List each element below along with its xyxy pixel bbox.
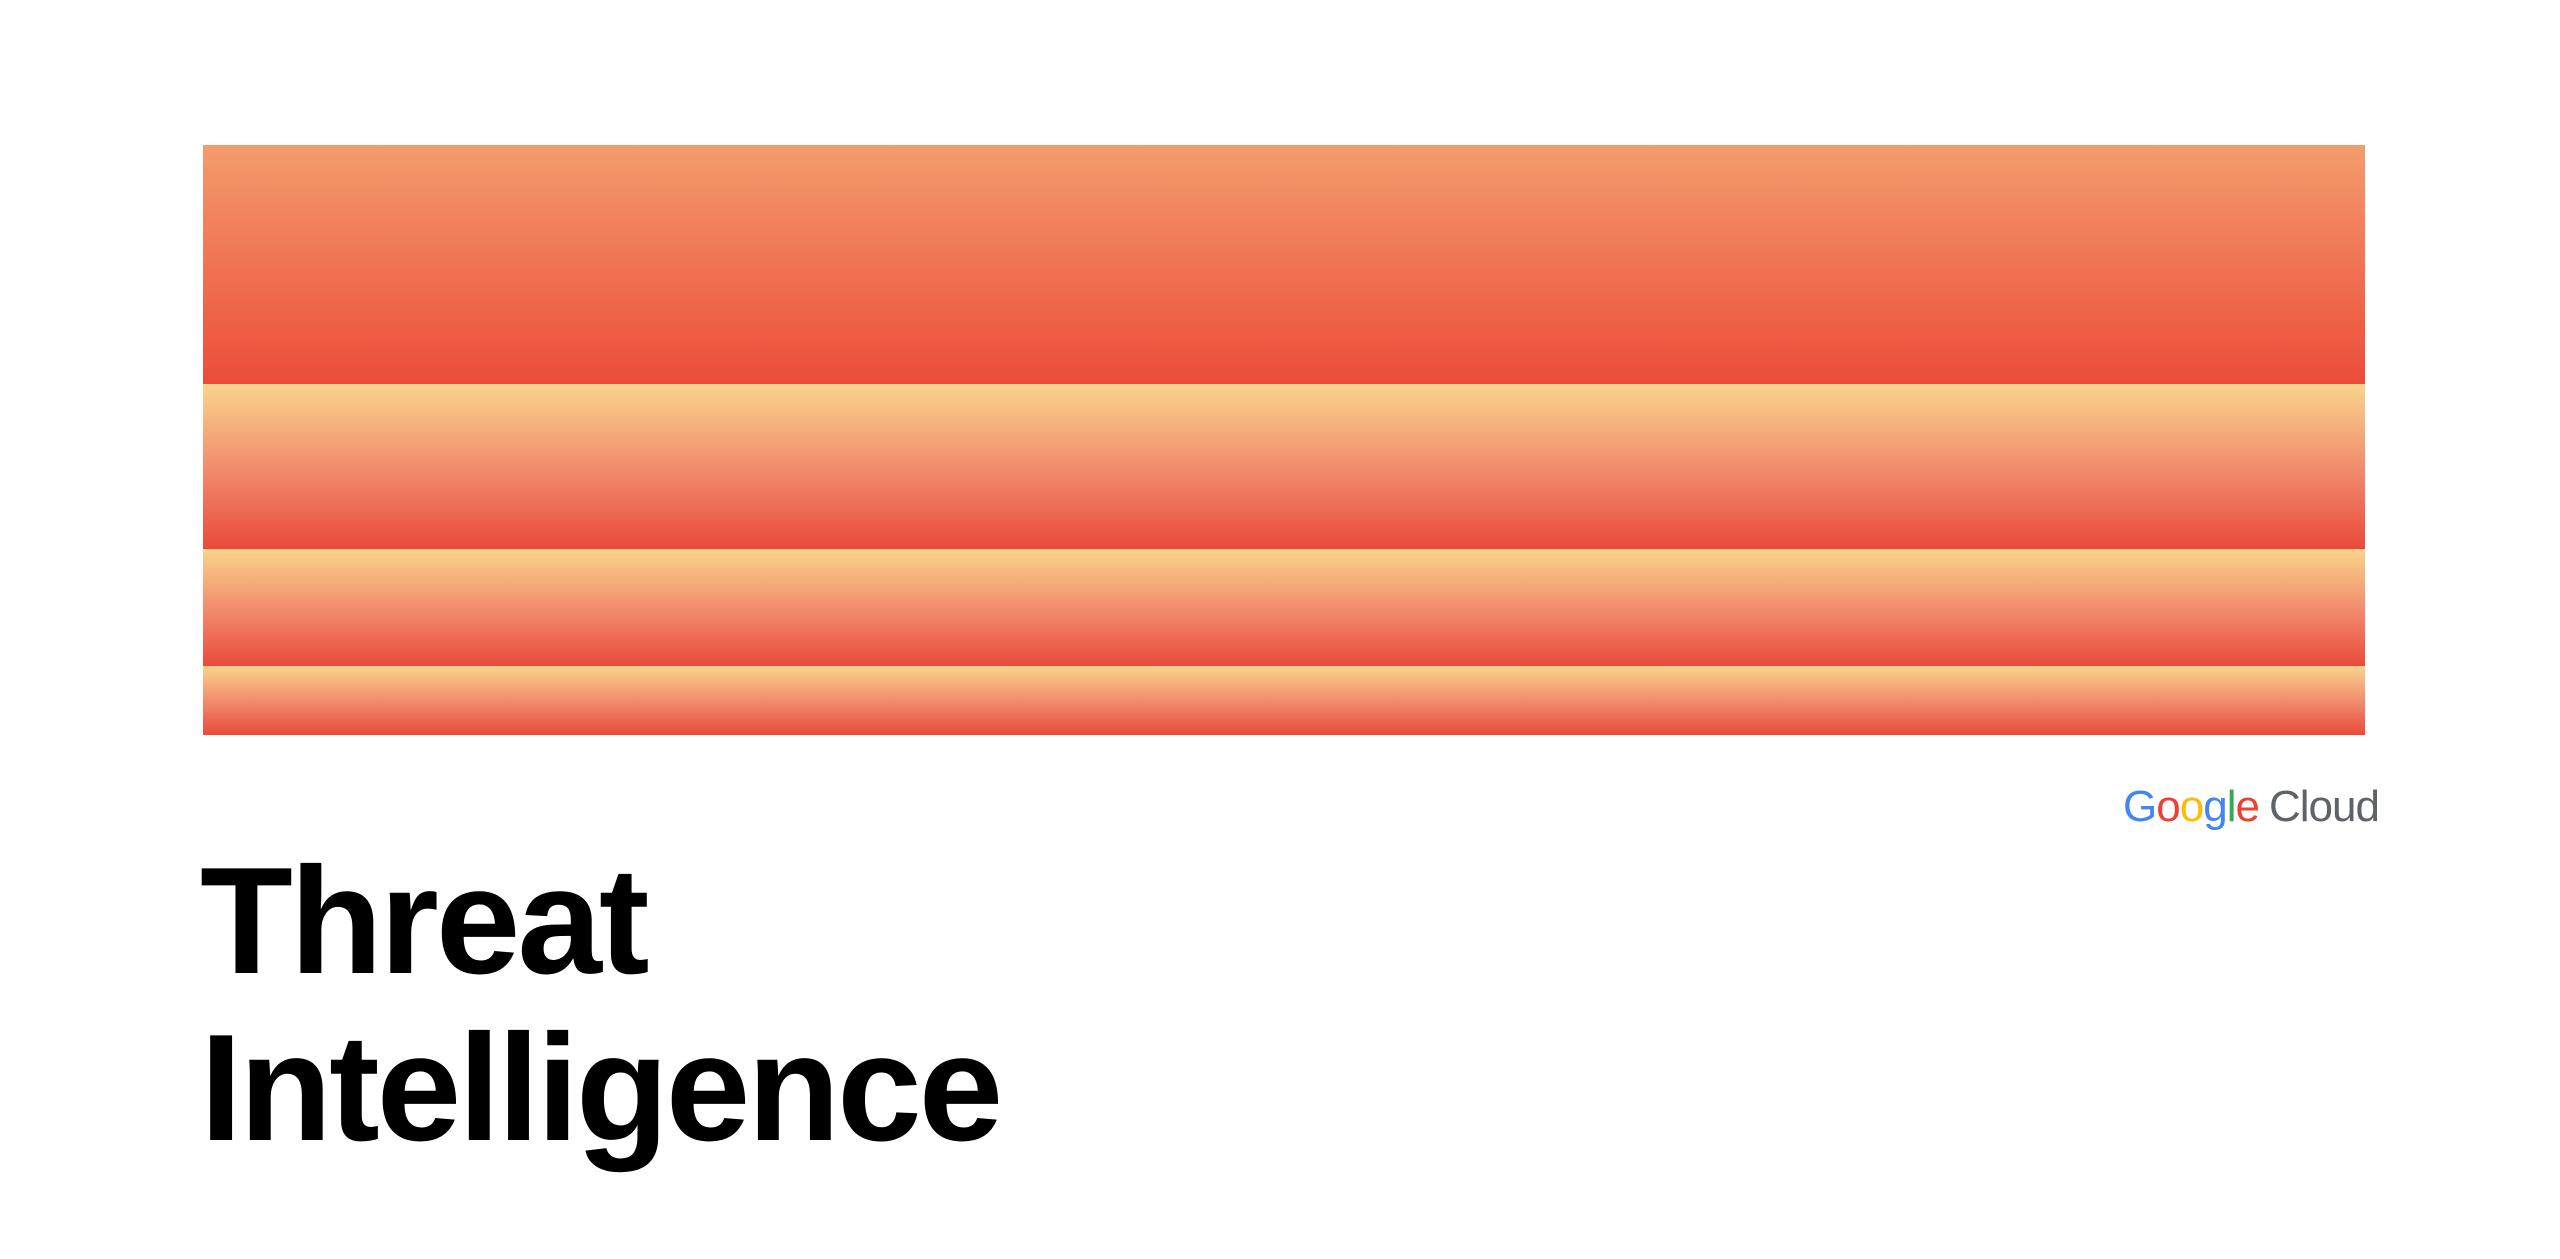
gradient-band-4 bbox=[203, 666, 2365, 735]
title-line-1: Threat bbox=[200, 836, 650, 1006]
google-letter: g bbox=[2203, 782, 2228, 831]
google-letter: o bbox=[2156, 782, 2181, 831]
gradient-band-1 bbox=[203, 145, 2365, 384]
google-cloud-logo: Google Cloud bbox=[2123, 782, 2380, 832]
google-letter: G bbox=[2123, 782, 2157, 831]
title-line-2: Intelligence bbox=[200, 1003, 1003, 1173]
google-letter: o bbox=[2179, 782, 2205, 831]
cloud-wordmark: Cloud bbox=[2268, 782, 2380, 831]
page-title: Threat Intelligence bbox=[200, 836, 1003, 1173]
google-wordmark: Google bbox=[2123, 782, 2260, 831]
google-letter: l bbox=[2226, 782, 2237, 831]
google-letter: e bbox=[2235, 782, 2260, 831]
gradient-band-3 bbox=[203, 549, 2365, 666]
gradient-band-2 bbox=[203, 384, 2365, 549]
